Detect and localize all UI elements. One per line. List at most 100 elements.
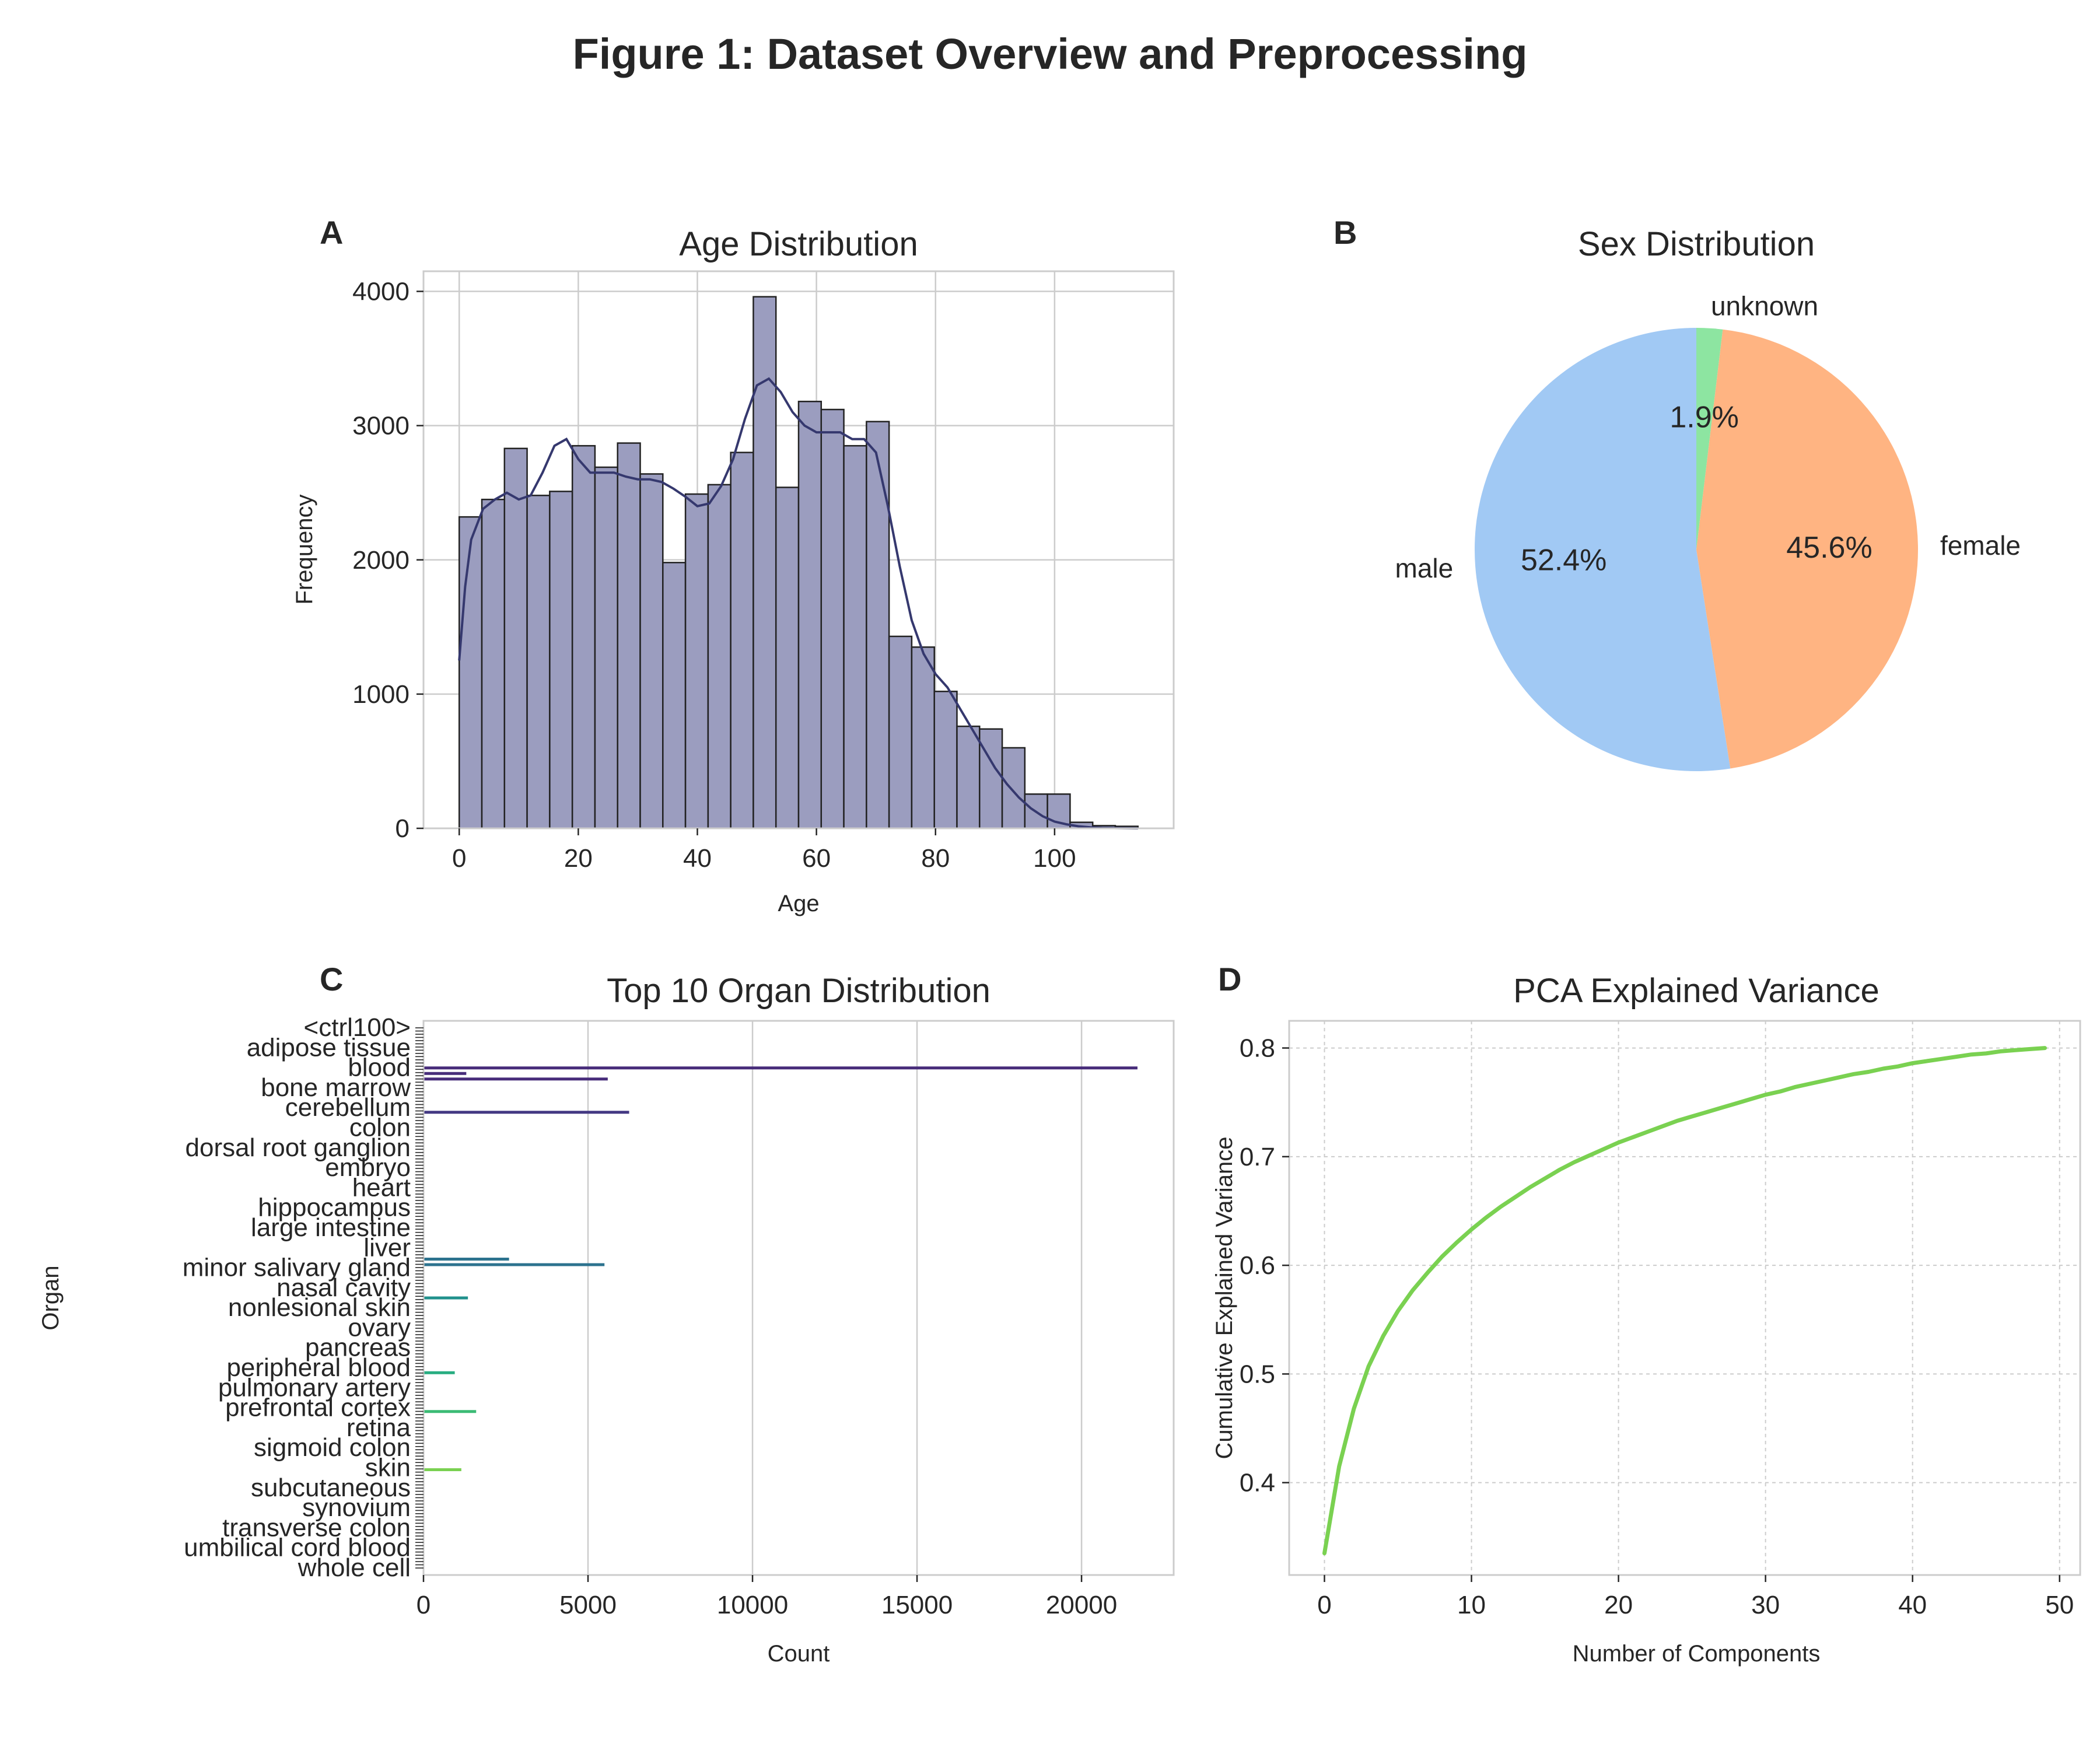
age-kde-line [458, 377, 1138, 830]
x-tick-label-d: 10 [1457, 1591, 1486, 1619]
age-histogram-bar [481, 498, 506, 830]
x-tick-label-d: 0 [1317, 1591, 1331, 1619]
y-tick-label-d: 0.5 [1240, 1360, 1275, 1388]
age-histogram-bar [549, 491, 573, 830]
x-tick-label-a: 60 [802, 844, 831, 873]
y-tick-label-a: 3000 [352, 412, 410, 440]
age-histogram-bar [730, 452, 754, 830]
age-histogram-bar [843, 444, 867, 830]
organ-tick-label: peripheral blood [226, 1353, 411, 1382]
pie-slice-male [1474, 328, 1731, 771]
panel-pca-variance: D PCA Explained Variance 0 10 20 30 40 50 0.4 0… [1212, 961, 2081, 1667]
organ-tick-label: heart [352, 1173, 411, 1202]
pie-slice-unknown [1696, 328, 1723, 550]
panel-title-c: Top 10 Organ Distribution [607, 972, 991, 1010]
panel-label-b: B [1334, 214, 1357, 251]
age-histogram-bar [594, 466, 618, 830]
age-histogram-bar [911, 646, 935, 830]
y-tick-label-d: 0.7 [1240, 1143, 1275, 1171]
organ-count-bar [424, 1077, 608, 1081]
organ-tick-label: nasal cavity [276, 1273, 411, 1302]
age-histogram-bar [707, 484, 732, 830]
organ-tick-label: pancreas [305, 1334, 411, 1362]
x-axis-label-d: Number of Components [1573, 1641, 1821, 1667]
organ-tick-label: prefrontal cortex [225, 1394, 411, 1422]
panel-title-a: Age Distribution [679, 225, 918, 263]
x-tick-label-c: 10000 [717, 1591, 788, 1619]
pie-label-female: female [1940, 530, 2021, 561]
organ-tick-label: umbilical cord blood [184, 1534, 411, 1562]
x-tick-label-a: 80 [921, 844, 950, 873]
panel-age-distribution: A Age Distribution 0 20 40 60 80 100010002000… [292, 214, 1175, 916]
panel-title-d: PCA Explained Variance [1513, 972, 1880, 1010]
y-tick-label-a: 1000 [352, 680, 410, 709]
x-tick-label-d: 20 [1604, 1591, 1633, 1619]
organ-tick-label: whole cell [298, 1553, 411, 1582]
age-histogram-bar [571, 444, 596, 830]
organ-count-bar [424, 1111, 629, 1114]
y-axis-label-a: Frequency [292, 495, 317, 605]
organ-tick-label: subcutaneous [251, 1474, 411, 1502]
age-histogram-bar [639, 473, 664, 830]
plot-frame-d [1288, 1020, 2081, 1576]
organ-tick-label: transverse colon [222, 1513, 411, 1542]
age-histogram-bar [956, 725, 981, 830]
y-tick-label-d: 0.8 [1240, 1034, 1275, 1063]
organ-count-bar [424, 1468, 461, 1471]
age-histogram-bar [933, 691, 958, 830]
age-histogram-bar [797, 400, 822, 830]
plot-frame-a [422, 270, 1175, 830]
pie-percent-unknown: 1.9% [1670, 400, 1739, 434]
age-histogram-bar [866, 421, 890, 830]
x-tick-label-c: 15000 [881, 1591, 953, 1619]
organ-tick-label: blood [348, 1054, 411, 1082]
panel-label-d: D [1218, 961, 1241, 998]
organ-count-bar [424, 1066, 1138, 1070]
age-histogram-bar [526, 495, 551, 830]
organ-tick-label: adipose tissue [247, 1033, 411, 1062]
organ-tick-label: cerebellum [285, 1093, 411, 1122]
organ-count-bar [424, 1263, 605, 1266]
panel-title-b: Sex Distribution [1578, 225, 1815, 263]
pca-cumulative-line [1322, 1046, 2047, 1556]
y-tick-label-a: 2000 [352, 546, 410, 575]
x-tick-label-a: 100 [1033, 844, 1076, 873]
y-tick-label-d: 0.4 [1240, 1469, 1275, 1497]
organ-tick-label: embryo [325, 1153, 411, 1182]
y-tick-label-a: 0 [396, 814, 410, 843]
age-histogram-bar [458, 516, 483, 830]
x-tick-label-d: 50 [2045, 1591, 2074, 1619]
organ-tick-label: skin [365, 1454, 411, 1482]
organ-tick-label: liver [363, 1233, 411, 1262]
age-histogram-bar [820, 408, 845, 830]
y-tick-label-a: 4000 [352, 278, 410, 306]
age-histogram-bar [684, 493, 709, 830]
x-tick-label-a: 40 [683, 844, 712, 873]
x-axis-label-c: Count [768, 1641, 830, 1667]
organ-tick-label: sigmoid colon [254, 1433, 411, 1462]
organ-count-bar [424, 1072, 467, 1075]
figure-title: Figure 1: Dataset Overview and Preproces… [573, 30, 1528, 78]
organ-tick-label: <ctrl100> [304, 1013, 411, 1042]
pie-percent-female: 45.6% [1786, 531, 1872, 565]
pie-label-male: male [1395, 553, 1454, 583]
x-tick-label-c: 5000 [559, 1591, 617, 1619]
organ-tick-label: dorsal root ganglion [186, 1133, 411, 1162]
age-histogram-bar [1046, 793, 1071, 830]
pie-label-unknown: unknown [1711, 291, 1818, 321]
pie-percent-male: 52.4% [1521, 544, 1606, 578]
x-axis-label-a: Age [778, 891, 819, 916]
x-tick-label-a: 0 [452, 844, 466, 873]
age-histogram-bar [1001, 747, 1026, 830]
organ-count-bar [424, 1410, 477, 1413]
organ-tick-label: ovary [348, 1313, 411, 1342]
organ-tick-label: minor salivary gland [183, 1254, 411, 1282]
organ-tick-label: retina [346, 1413, 411, 1442]
x-tick-label-d: 30 [1751, 1591, 1780, 1619]
y-axis-label-d: Cumulative Explained Variance [1212, 1137, 1237, 1460]
x-tick-label-c: 20000 [1046, 1591, 1117, 1619]
organ-tick-label: large intestine [251, 1213, 411, 1242]
organ-tick-label: synovium [302, 1493, 411, 1522]
organ-count-bar [424, 1371, 455, 1374]
organ-tick-label: hippocampus [258, 1194, 411, 1222]
